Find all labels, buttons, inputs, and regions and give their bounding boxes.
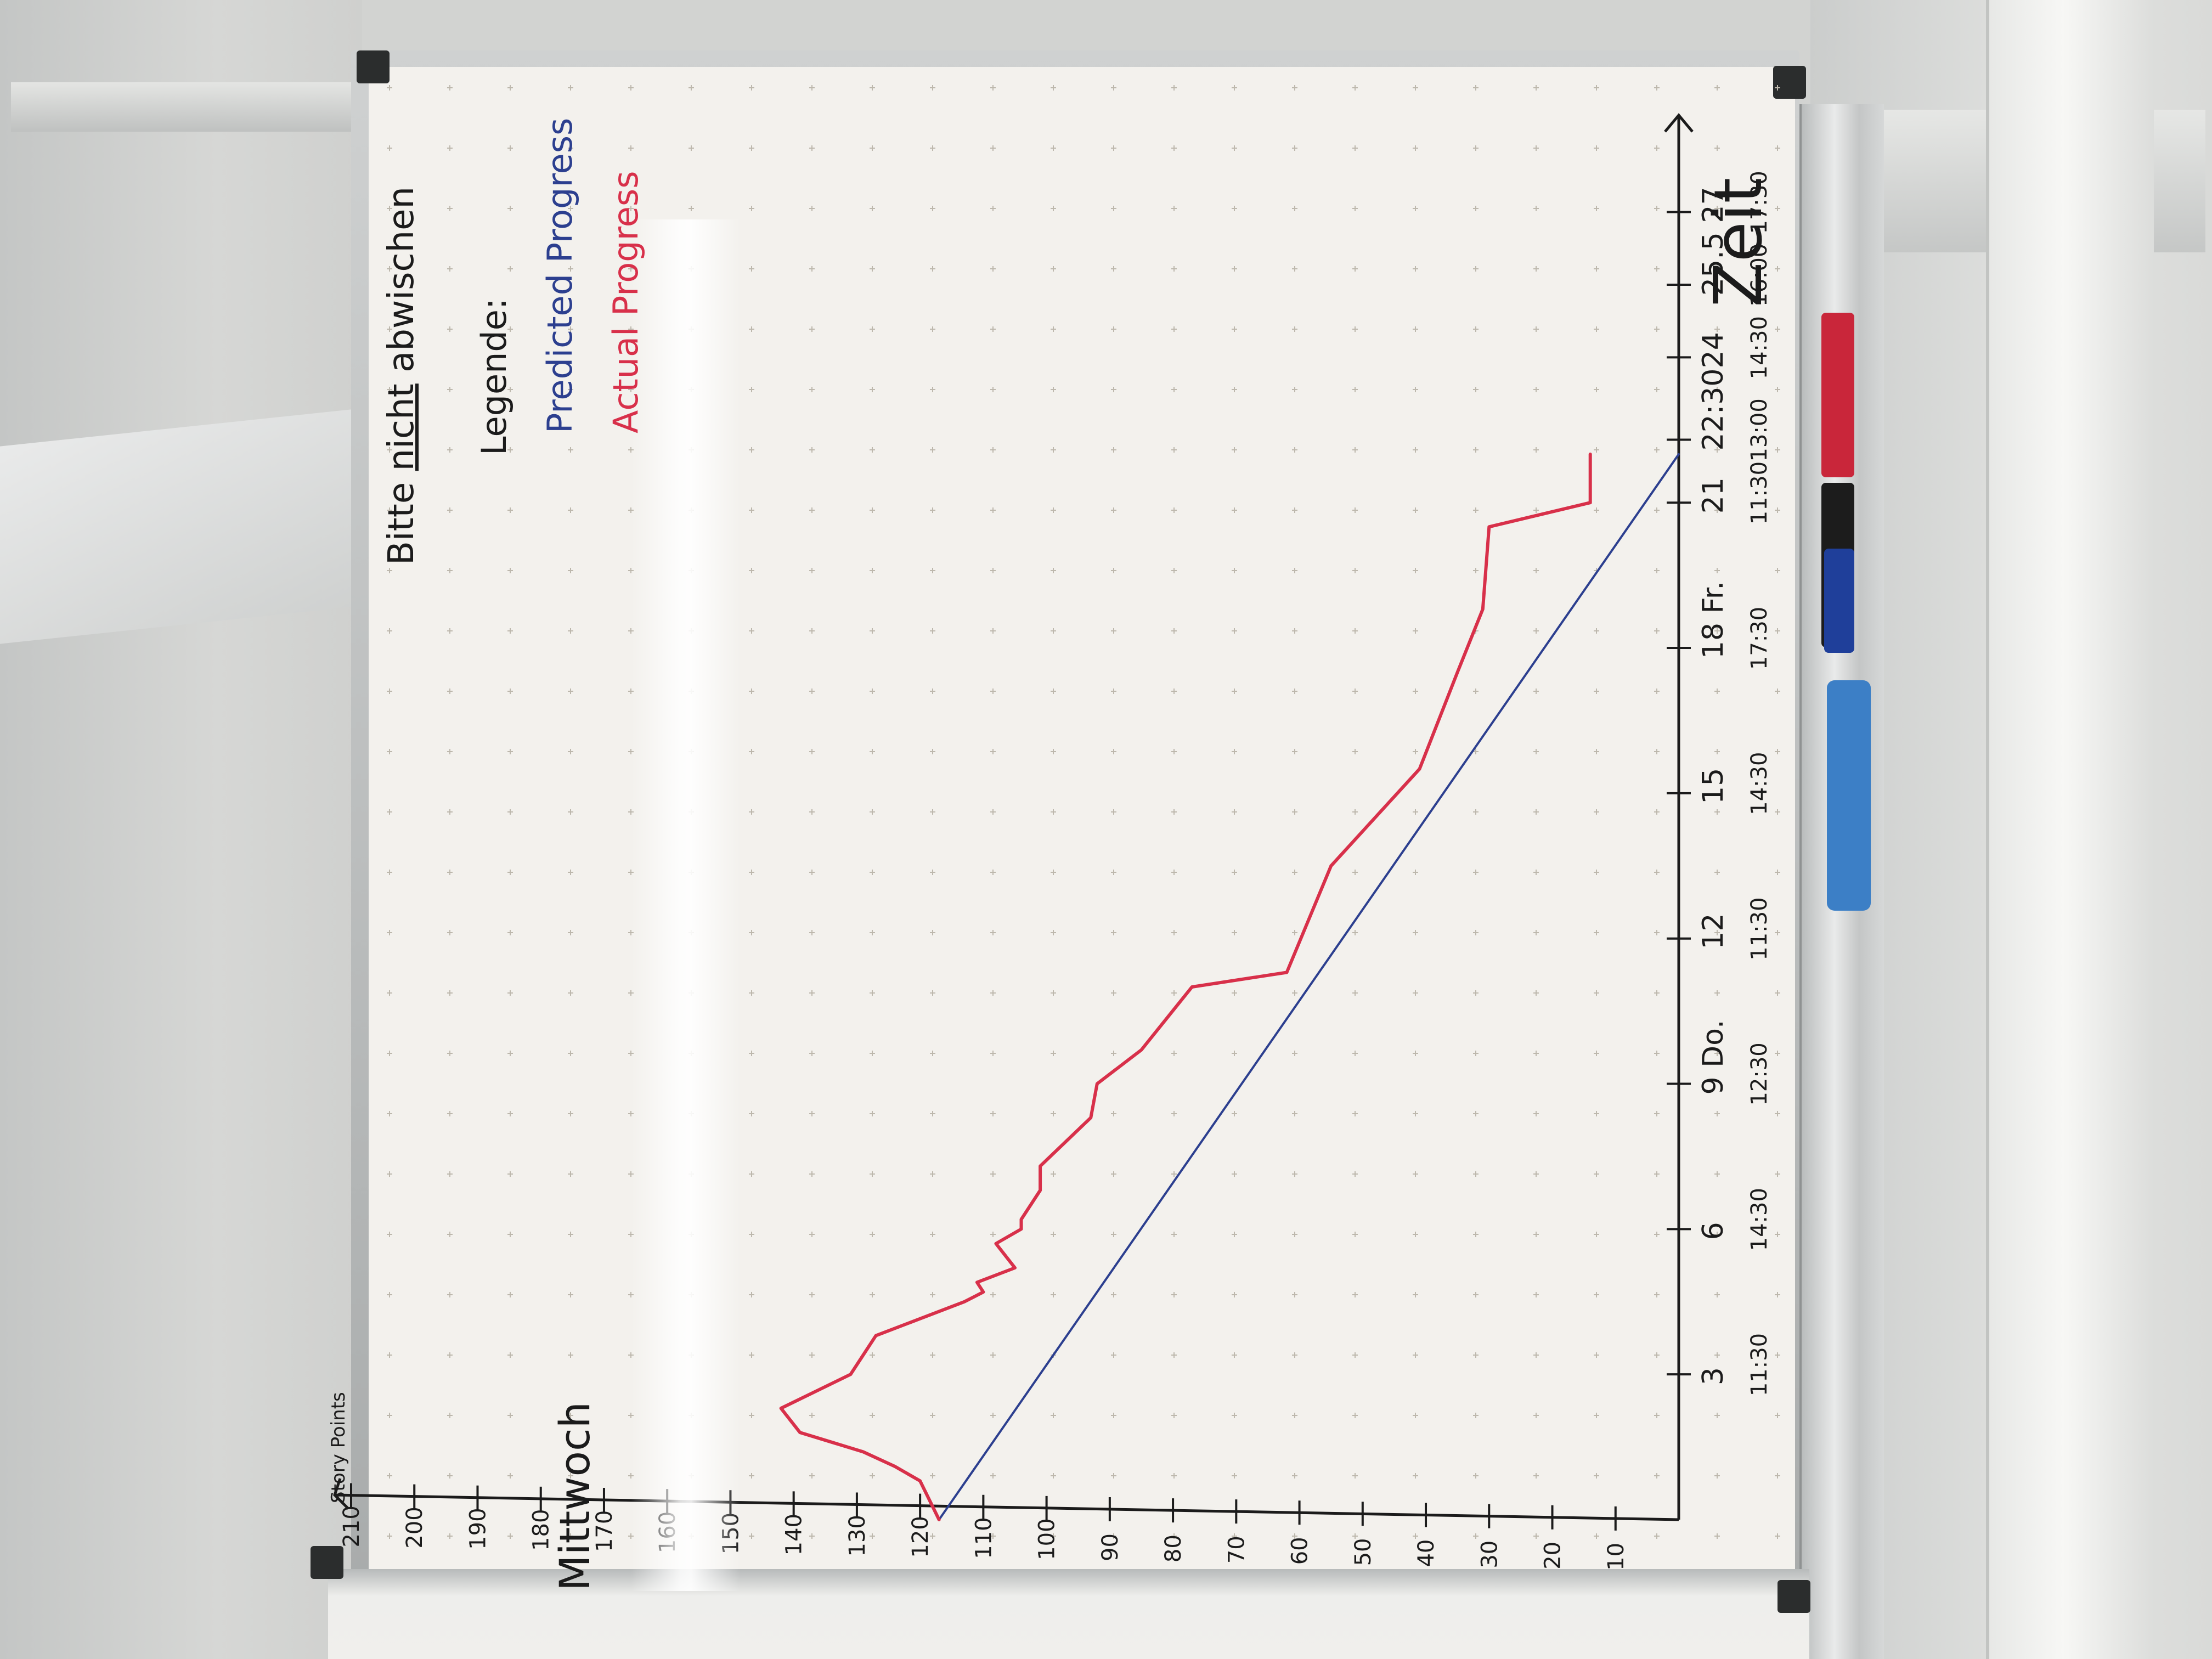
- points-tick-label: 10: [1604, 1543, 1629, 1571]
- legend-predicted: Predicted Progress: [540, 117, 580, 433]
- time-tick-time: 12:30: [1747, 1042, 1772, 1105]
- time-tick-time: 14:30: [1747, 316, 1772, 379]
- dot-grid: [369, 67, 1795, 1581]
- points-tick-label: 140: [782, 1514, 807, 1555]
- points-tick-label: 120: [908, 1516, 933, 1558]
- points-tick-label: 40: [1414, 1539, 1439, 1567]
- time-tick-day: 25.5: [1697, 232, 1730, 296]
- time-tick-day: 9 Do.: [1697, 1019, 1730, 1094]
- points-tick-label: 20: [1541, 1542, 1566, 1570]
- series: [779, 452, 1680, 1521]
- time-tick-time: 17:30: [1747, 607, 1772, 670]
- points-tick-label: 210: [339, 1505, 364, 1547]
- time-tick-day: 15: [1697, 768, 1730, 804]
- header-note: Bitte nicht abwischen: [381, 186, 422, 565]
- legend-actual: Actual Progress: [606, 171, 646, 433]
- x-start-label: Mittwoch: [550, 1402, 599, 1591]
- blue-marker[interactable]: [1824, 549, 1854, 653]
- time-tick-day: 12: [1697, 913, 1730, 950]
- board-corner: [311, 1546, 343, 1579]
- points-tick-label: 90: [1098, 1533, 1123, 1561]
- time-tick-day: 21: [1697, 477, 1730, 514]
- eraser[interactable]: [1827, 680, 1871, 911]
- points-tick-label: 190: [465, 1508, 490, 1549]
- door-frame: [1986, 0, 2154, 1659]
- time-tick-day: 3: [1697, 1367, 1730, 1385]
- time-tick-time: 11:30: [1747, 897, 1772, 960]
- legend-title: Legende:: [474, 298, 514, 455]
- predicted-progress-line: [938, 453, 1680, 1521]
- time-tick-day: 27: [1697, 187, 1730, 223]
- board-corner: [1778, 1580, 1810, 1613]
- points-tick-label: 30: [1477, 1541, 1502, 1568]
- time-tick-day: 18 Fr.: [1697, 581, 1730, 659]
- red-marker[interactable]: [1821, 313, 1854, 477]
- time-axis-arrow: [1664, 113, 1694, 133]
- light-glare: [631, 219, 741, 1591]
- points-tick-label: 170: [592, 1510, 617, 1552]
- points-tick-label: 60: [1288, 1537, 1313, 1565]
- points-axis-arrow: [333, 1478, 349, 1510]
- time-tick-day: 24: [1697, 332, 1730, 368]
- y-axis-label: Story Points: [328, 1392, 349, 1503]
- header-word-underlined: nicht: [381, 383, 422, 471]
- time-tick-time: 11:30: [1747, 1333, 1772, 1396]
- time-tick-time: 17:30: [1747, 171, 1772, 234]
- points-tick-label: 130: [845, 1515, 870, 1556]
- points-tick-label: 200: [402, 1506, 427, 1548]
- header-word: Bitte: [381, 482, 422, 565]
- points-axis-line: [334, 1493, 1679, 1521]
- time-tick-time: 14:30: [1747, 1188, 1772, 1251]
- points-tick-label: 50: [1351, 1538, 1376, 1566]
- time-tick-time: 11:30: [1747, 461, 1772, 524]
- axes: [333, 113, 1694, 1521]
- wall-rail: [11, 82, 362, 132]
- header-word: abwischen: [381, 186, 422, 373]
- time-tick-time: 16:00: [1747, 244, 1772, 307]
- time-tick-time: 14:30: [1747, 752, 1772, 815]
- time-tick-time: 13:00: [1747, 398, 1772, 461]
- time-tick-day: 22:30: [1697, 369, 1730, 451]
- wall-left: [0, 0, 362, 1659]
- points-tick-label: 110: [971, 1517, 996, 1559]
- points-tick-label: 80: [1161, 1534, 1186, 1562]
- points-tick-label: 180: [529, 1509, 554, 1551]
- points-tick-label: 70: [1224, 1536, 1249, 1564]
- x-axis-label: Zeit: [1701, 177, 1777, 307]
- time-tick-day: 6: [1697, 1222, 1730, 1240]
- second-whiteboard: [328, 1569, 1809, 1659]
- actual-progress-line: [779, 452, 1592, 1521]
- points-tick-label: 100: [1035, 1518, 1060, 1560]
